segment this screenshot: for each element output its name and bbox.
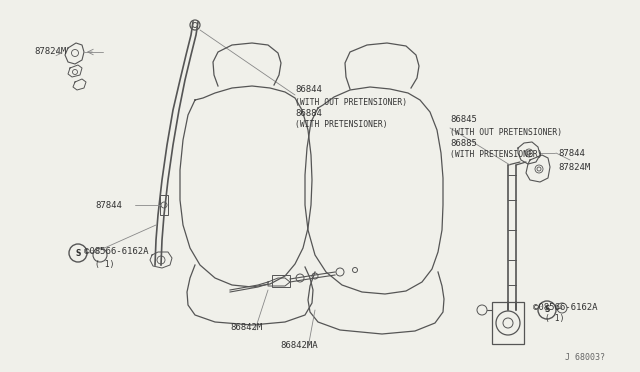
Text: 87824M: 87824M: [558, 164, 590, 173]
Bar: [160, 195, 168, 215]
Text: 86842MA: 86842MA: [280, 340, 317, 350]
Circle shape: [161, 202, 167, 208]
Text: 87824M: 87824M: [34, 48, 67, 57]
Circle shape: [527, 151, 531, 155]
Circle shape: [72, 70, 77, 74]
Text: (WITH OUT PRETENSIONER): (WITH OUT PRETENSIONER): [450, 128, 562, 137]
Circle shape: [538, 301, 556, 319]
Circle shape: [93, 248, 107, 262]
Circle shape: [525, 149, 533, 157]
Text: ( 1): ( 1): [95, 260, 115, 269]
Circle shape: [72, 49, 79, 57]
Text: (WITH OUT PRETENSIONER): (WITH OUT PRETENSIONER): [295, 97, 407, 106]
Circle shape: [537, 167, 541, 171]
Bar: [272, 275, 290, 287]
Circle shape: [157, 256, 165, 264]
Circle shape: [296, 274, 304, 282]
Text: 87844: 87844: [95, 201, 122, 209]
Circle shape: [336, 268, 344, 276]
Text: (WITH PRETENSIONER): (WITH PRETENSIONER): [295, 119, 388, 128]
Circle shape: [496, 311, 520, 335]
Text: 86844: 86844: [295, 86, 322, 94]
Circle shape: [503, 318, 513, 328]
Text: 86842M: 86842M: [230, 324, 262, 333]
Circle shape: [557, 303, 567, 313]
Text: 86845: 86845: [450, 115, 477, 125]
Bar: [492, 302, 524, 344]
Text: 86884: 86884: [295, 109, 322, 118]
Text: J 68003?: J 68003?: [565, 353, 605, 362]
Circle shape: [353, 267, 358, 273]
Circle shape: [69, 244, 87, 262]
Circle shape: [535, 165, 543, 173]
Text: ( 1): ( 1): [545, 314, 564, 324]
Text: ©08566-6162A: ©08566-6162A: [533, 302, 598, 311]
Circle shape: [193, 22, 198, 28]
Text: (WITH PRETENSIONER): (WITH PRETENSIONER): [450, 151, 543, 160]
Circle shape: [312, 273, 318, 279]
Text: 86885: 86885: [450, 138, 477, 148]
Text: S: S: [76, 248, 81, 257]
Text: S: S: [544, 305, 550, 314]
Text: ©08566-6162A: ©08566-6162A: [84, 247, 148, 256]
Circle shape: [477, 305, 487, 315]
Circle shape: [190, 20, 200, 30]
Text: 87844: 87844: [558, 148, 585, 157]
